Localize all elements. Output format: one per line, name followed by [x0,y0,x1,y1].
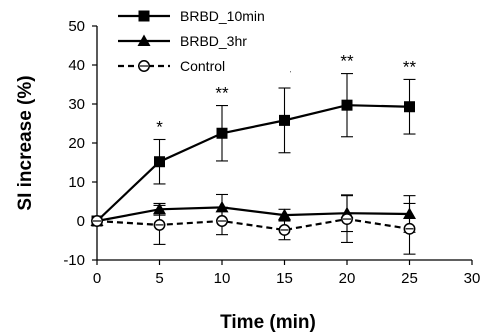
x-tick-label: 20 [339,270,356,287]
y-tick-label: -10 [63,252,85,269]
significance-label: * [156,117,163,136]
x-axis-title: Time (min) [220,312,316,333]
series-lines [96,104,410,232]
y-tick-label: 30 [68,96,85,113]
series-line [96,217,410,232]
y-tick-label: 10 [68,174,85,191]
series-line [96,104,410,222]
x-tick-label: 30 [464,270,481,287]
square-marker [154,156,165,168]
legend: BRBD_10min BRBD_3hr Control [112,4,290,84]
triangle-marker [137,34,151,46]
significance-label: ** [340,52,354,71]
x-tick-label: 15 [276,270,293,287]
y-tick-label: 20 [68,135,85,152]
triangle-marker [403,207,416,219]
triangle-marker [215,200,229,213]
y-axis-title: SI increase (%) [15,75,36,210]
legend-label: BRBD_3hr [180,33,247,49]
triangle-marker [153,202,166,215]
x-tick-label: 10 [214,270,231,287]
square-marker [216,127,228,139]
tick-labels: 0 5 10 15 20 25 30 -10 0 10 20 30 40 50 [63,18,480,287]
legend-label: Control [180,58,225,74]
square-marker [138,10,150,22]
x-tick-label: 25 [401,270,418,287]
series-markers [90,99,416,236]
x-tick-label: 0 [93,270,101,287]
significance-label: ** [215,84,229,103]
square-marker [279,114,290,126]
legend-label: BRBD_10min [180,8,265,24]
square-marker [341,99,353,111]
y-tick-label: 50 [68,18,85,35]
series-line [96,206,410,223]
x-tick-label: 5 [155,270,163,287]
square-marker [404,101,415,113]
triangle-marker [278,208,291,221]
significance-label: ** [403,57,417,76]
y-tick-label: 40 [68,57,85,74]
y-tick-label: 0 [77,213,85,230]
